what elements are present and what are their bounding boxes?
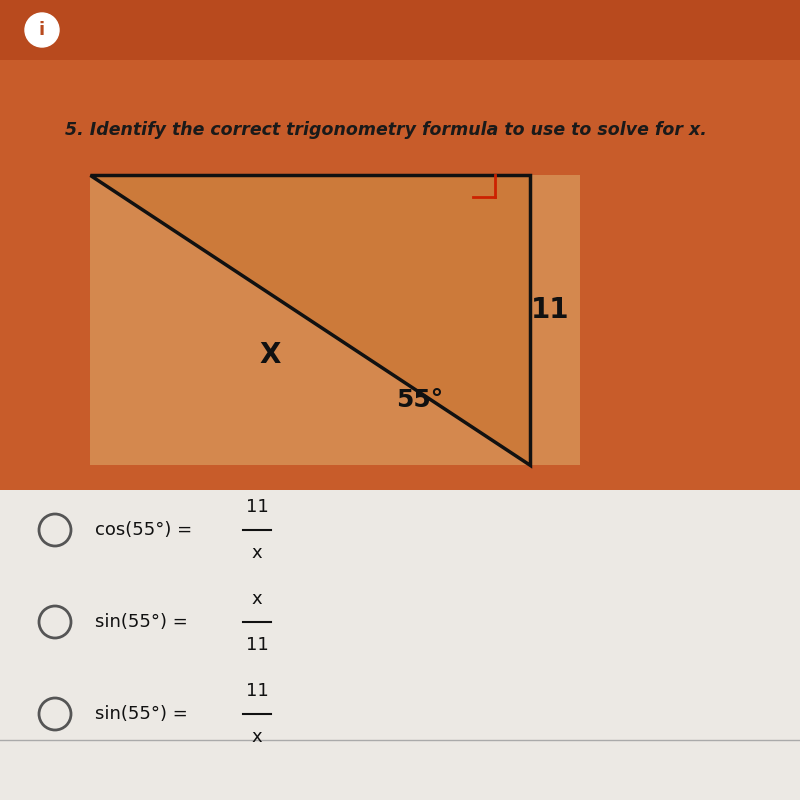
Text: x: x — [252, 544, 262, 562]
Text: 5. Identify the correct trigonometry formula to use to solve for x.: 5. Identify the correct trigonometry for… — [65, 121, 707, 139]
Bar — [90, 175, 580, 465]
Text: 11: 11 — [530, 296, 570, 324]
Text: sin(55°) =: sin(55°) = — [95, 613, 194, 631]
Text: X: X — [259, 341, 281, 369]
Text: 11: 11 — [246, 636, 268, 654]
Text: 55°: 55° — [396, 388, 444, 412]
Circle shape — [25, 13, 59, 47]
Polygon shape — [90, 175, 530, 465]
Bar — [0, 490, 800, 800]
Text: 11: 11 — [246, 498, 268, 516]
Text: cos(55°) =: cos(55°) = — [95, 521, 198, 539]
Text: x: x — [252, 728, 262, 746]
Text: x: x — [252, 590, 262, 608]
Text: sin(55°) =: sin(55°) = — [95, 705, 194, 723]
Bar — [0, 0, 800, 60]
Text: i: i — [39, 21, 45, 39]
Text: 11: 11 — [246, 682, 268, 700]
